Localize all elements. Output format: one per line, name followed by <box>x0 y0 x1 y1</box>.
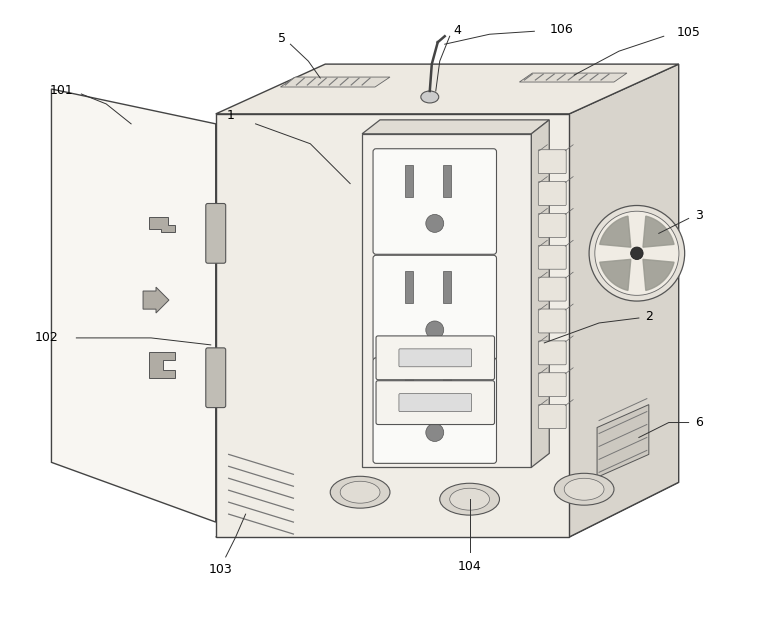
Text: 105: 105 <box>676 26 701 39</box>
Polygon shape <box>532 120 549 467</box>
Text: 3: 3 <box>695 209 702 222</box>
FancyBboxPatch shape <box>376 336 495 380</box>
Polygon shape <box>149 218 175 232</box>
Ellipse shape <box>565 479 604 500</box>
Ellipse shape <box>440 483 499 515</box>
Polygon shape <box>51 89 216 522</box>
FancyBboxPatch shape <box>373 149 496 254</box>
Bar <box>443 165 450 196</box>
FancyBboxPatch shape <box>399 394 472 411</box>
Text: 4: 4 <box>453 24 462 37</box>
Circle shape <box>426 215 444 232</box>
Ellipse shape <box>330 476 390 508</box>
Bar <box>405 373 413 406</box>
Bar <box>443 373 450 406</box>
Text: 103: 103 <box>209 563 233 577</box>
Polygon shape <box>280 77 390 87</box>
Ellipse shape <box>555 473 614 505</box>
FancyBboxPatch shape <box>538 150 566 173</box>
Text: 106: 106 <box>549 23 573 36</box>
Text: 1: 1 <box>227 110 234 122</box>
FancyBboxPatch shape <box>538 182 566 206</box>
FancyBboxPatch shape <box>538 341 566 365</box>
Circle shape <box>595 211 679 296</box>
Text: 6: 6 <box>695 416 702 429</box>
Polygon shape <box>600 216 630 248</box>
Bar <box>405 271 413 303</box>
Polygon shape <box>597 404 649 477</box>
Circle shape <box>426 321 444 339</box>
Polygon shape <box>569 64 679 537</box>
FancyBboxPatch shape <box>373 358 496 463</box>
Text: 2: 2 <box>645 310 653 322</box>
Polygon shape <box>643 260 674 291</box>
Polygon shape <box>362 120 549 134</box>
FancyBboxPatch shape <box>538 213 566 237</box>
Circle shape <box>589 206 685 301</box>
Ellipse shape <box>340 481 380 503</box>
FancyBboxPatch shape <box>206 203 226 263</box>
Polygon shape <box>519 73 627 82</box>
Polygon shape <box>216 64 679 114</box>
Text: 104: 104 <box>458 560 482 573</box>
Bar <box>443 271 450 303</box>
Bar <box>405 165 413 196</box>
FancyBboxPatch shape <box>206 348 226 408</box>
Bar <box>362 134 532 467</box>
Text: 102: 102 <box>34 332 58 344</box>
Polygon shape <box>216 114 569 537</box>
Circle shape <box>426 423 444 441</box>
FancyBboxPatch shape <box>538 277 566 301</box>
Polygon shape <box>143 287 169 313</box>
FancyBboxPatch shape <box>538 404 566 429</box>
Ellipse shape <box>421 91 439 103</box>
FancyBboxPatch shape <box>538 373 566 397</box>
Polygon shape <box>216 482 679 537</box>
FancyBboxPatch shape <box>376 380 495 425</box>
Text: 5: 5 <box>279 32 286 45</box>
Ellipse shape <box>450 488 489 510</box>
FancyBboxPatch shape <box>399 349 472 367</box>
Polygon shape <box>149 352 175 378</box>
Text: 101: 101 <box>50 84 74 97</box>
Circle shape <box>630 247 643 260</box>
FancyBboxPatch shape <box>373 255 496 361</box>
Polygon shape <box>600 260 630 291</box>
FancyBboxPatch shape <box>538 246 566 269</box>
Polygon shape <box>643 216 674 248</box>
FancyBboxPatch shape <box>538 309 566 333</box>
